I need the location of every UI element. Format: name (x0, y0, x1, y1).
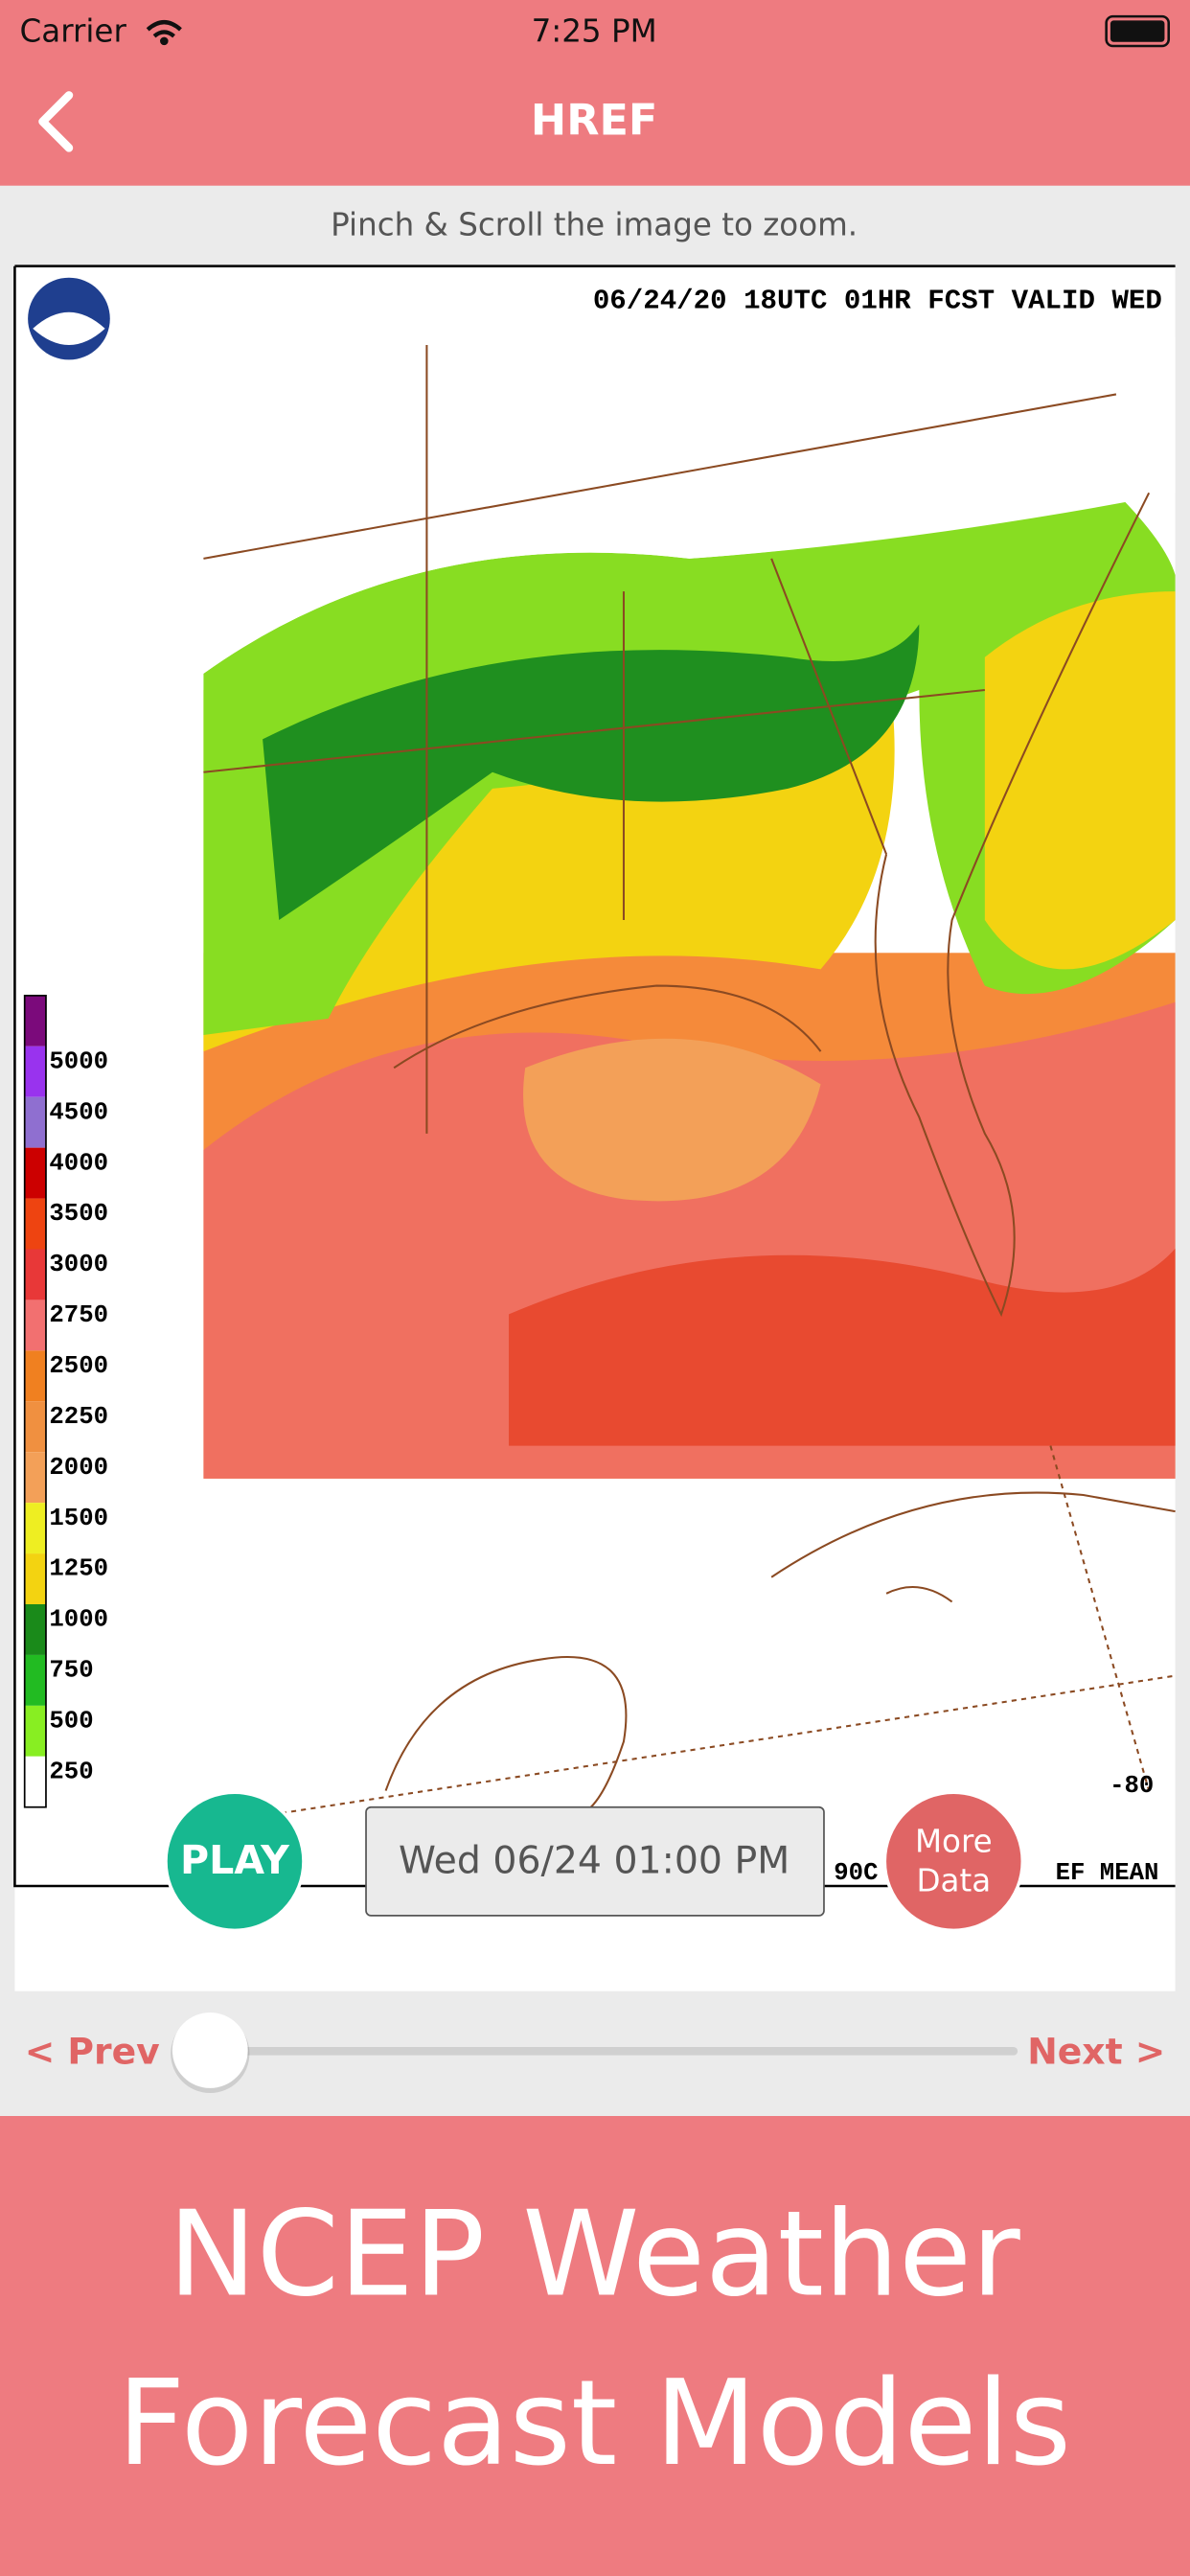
legend-swatch (24, 995, 46, 1046)
timestamp: Wed 06/24 01:00 PM (399, 1838, 790, 1882)
clock: 7:25 PM (532, 12, 657, 49)
legend-label: 4000 (49, 1149, 108, 1177)
legend-swatch (24, 1401, 46, 1453)
more-data-label: More (915, 1823, 993, 1859)
slider-track (210, 2047, 1018, 2056)
field-red (509, 1248, 1176, 1446)
legend-swatch (24, 1756, 46, 1807)
next-button[interactable]: Next > (1027, 2030, 1165, 2072)
more-data-button[interactable] (882, 1790, 1024, 1932)
legend-label: 5000 (49, 1047, 108, 1075)
more-data-label: Data (916, 1863, 991, 1899)
map-legend: 5000 4500 4000 3500 3000 2750 2500 2250 2000 1500… (23, 995, 108, 1808)
hint: Pinch & Scroll the image to zoom. (331, 207, 858, 243)
map-outlines (203, 345, 1176, 1825)
field-yellow-east (984, 591, 1176, 970)
legend-swatch (24, 1046, 46, 1097)
longitude-label: -80 (1110, 1772, 1154, 1800)
legend-swatch (24, 1198, 46, 1250)
legend-swatch (24, 1705, 46, 1757)
legend-label: 2250 (49, 1403, 108, 1431)
legend-swatch (24, 1503, 46, 1554)
battery (1105, 14, 1171, 48)
slider-thumb[interactable] (172, 2012, 248, 2088)
prev-button[interactable]: < Prev (25, 2030, 160, 2072)
legend-label: 3000 (49, 1251, 108, 1278)
legend-outline (23, 995, 47, 1808)
back-button[interactable] (38, 91, 74, 152)
noaa-logo-wave (33, 311, 105, 345)
legend-swatch (24, 1249, 46, 1300)
wifi-icon (146, 20, 182, 38)
banner (0, 2116, 1190, 2576)
wifi-dot (160, 36, 169, 46)
legend-swatch (24, 1604, 46, 1655)
map-header: 06/24/20 18UTC 01HR FCST VALID WED (593, 285, 1162, 316)
legend-label: 1000 (49, 1606, 108, 1634)
legend-label: 3500 (49, 1200, 108, 1228)
play-button[interactable] (164, 1790, 306, 1932)
map-footer-right: EF MEAN (1056, 1859, 1159, 1887)
legend-swatch (24, 1452, 46, 1504)
legend-swatch (24, 1654, 46, 1706)
legend-swatch (24, 1096, 46, 1148)
nav-title: HREF (531, 96, 657, 146)
legend-label: 2500 (49, 1352, 108, 1380)
timestamp-box (365, 1806, 825, 1917)
banner-line: NCEP Weather (169, 2185, 1020, 2323)
legend-swatch (24, 1300, 46, 1351)
legend-label: 2000 (49, 1454, 108, 1482)
play-label: PLAY (180, 1837, 290, 1883)
carrier: Carrier (20, 12, 127, 49)
banner-line: Forecast Models (117, 2355, 1071, 2493)
map-footer-left: 90C (834, 1859, 878, 1887)
legend-swatch (24, 1147, 46, 1199)
map-image[interactable]: 06/24/20 18UTC 01HR FCST VALID WED -80 9… (13, 264, 1176, 1991)
legend-label: 500 (49, 1708, 93, 1736)
battery-level (1110, 20, 1165, 42)
field-light-orange (523, 1038, 821, 1202)
legend-label: 4500 (49, 1098, 108, 1126)
field-light-green (203, 493, 1176, 1035)
legend-swatch (24, 1350, 46, 1402)
legend-label: 1500 (49, 1505, 108, 1532)
legend-label: 750 (49, 1657, 93, 1685)
nav-bar (0, 0, 1190, 186)
field-empty (203, 336, 1176, 674)
legend-swatch (24, 1553, 46, 1604)
legend-label: 2750 (49, 1301, 108, 1329)
legend-label: 1250 (49, 1555, 108, 1583)
legend-label: 250 (49, 1758, 93, 1785)
